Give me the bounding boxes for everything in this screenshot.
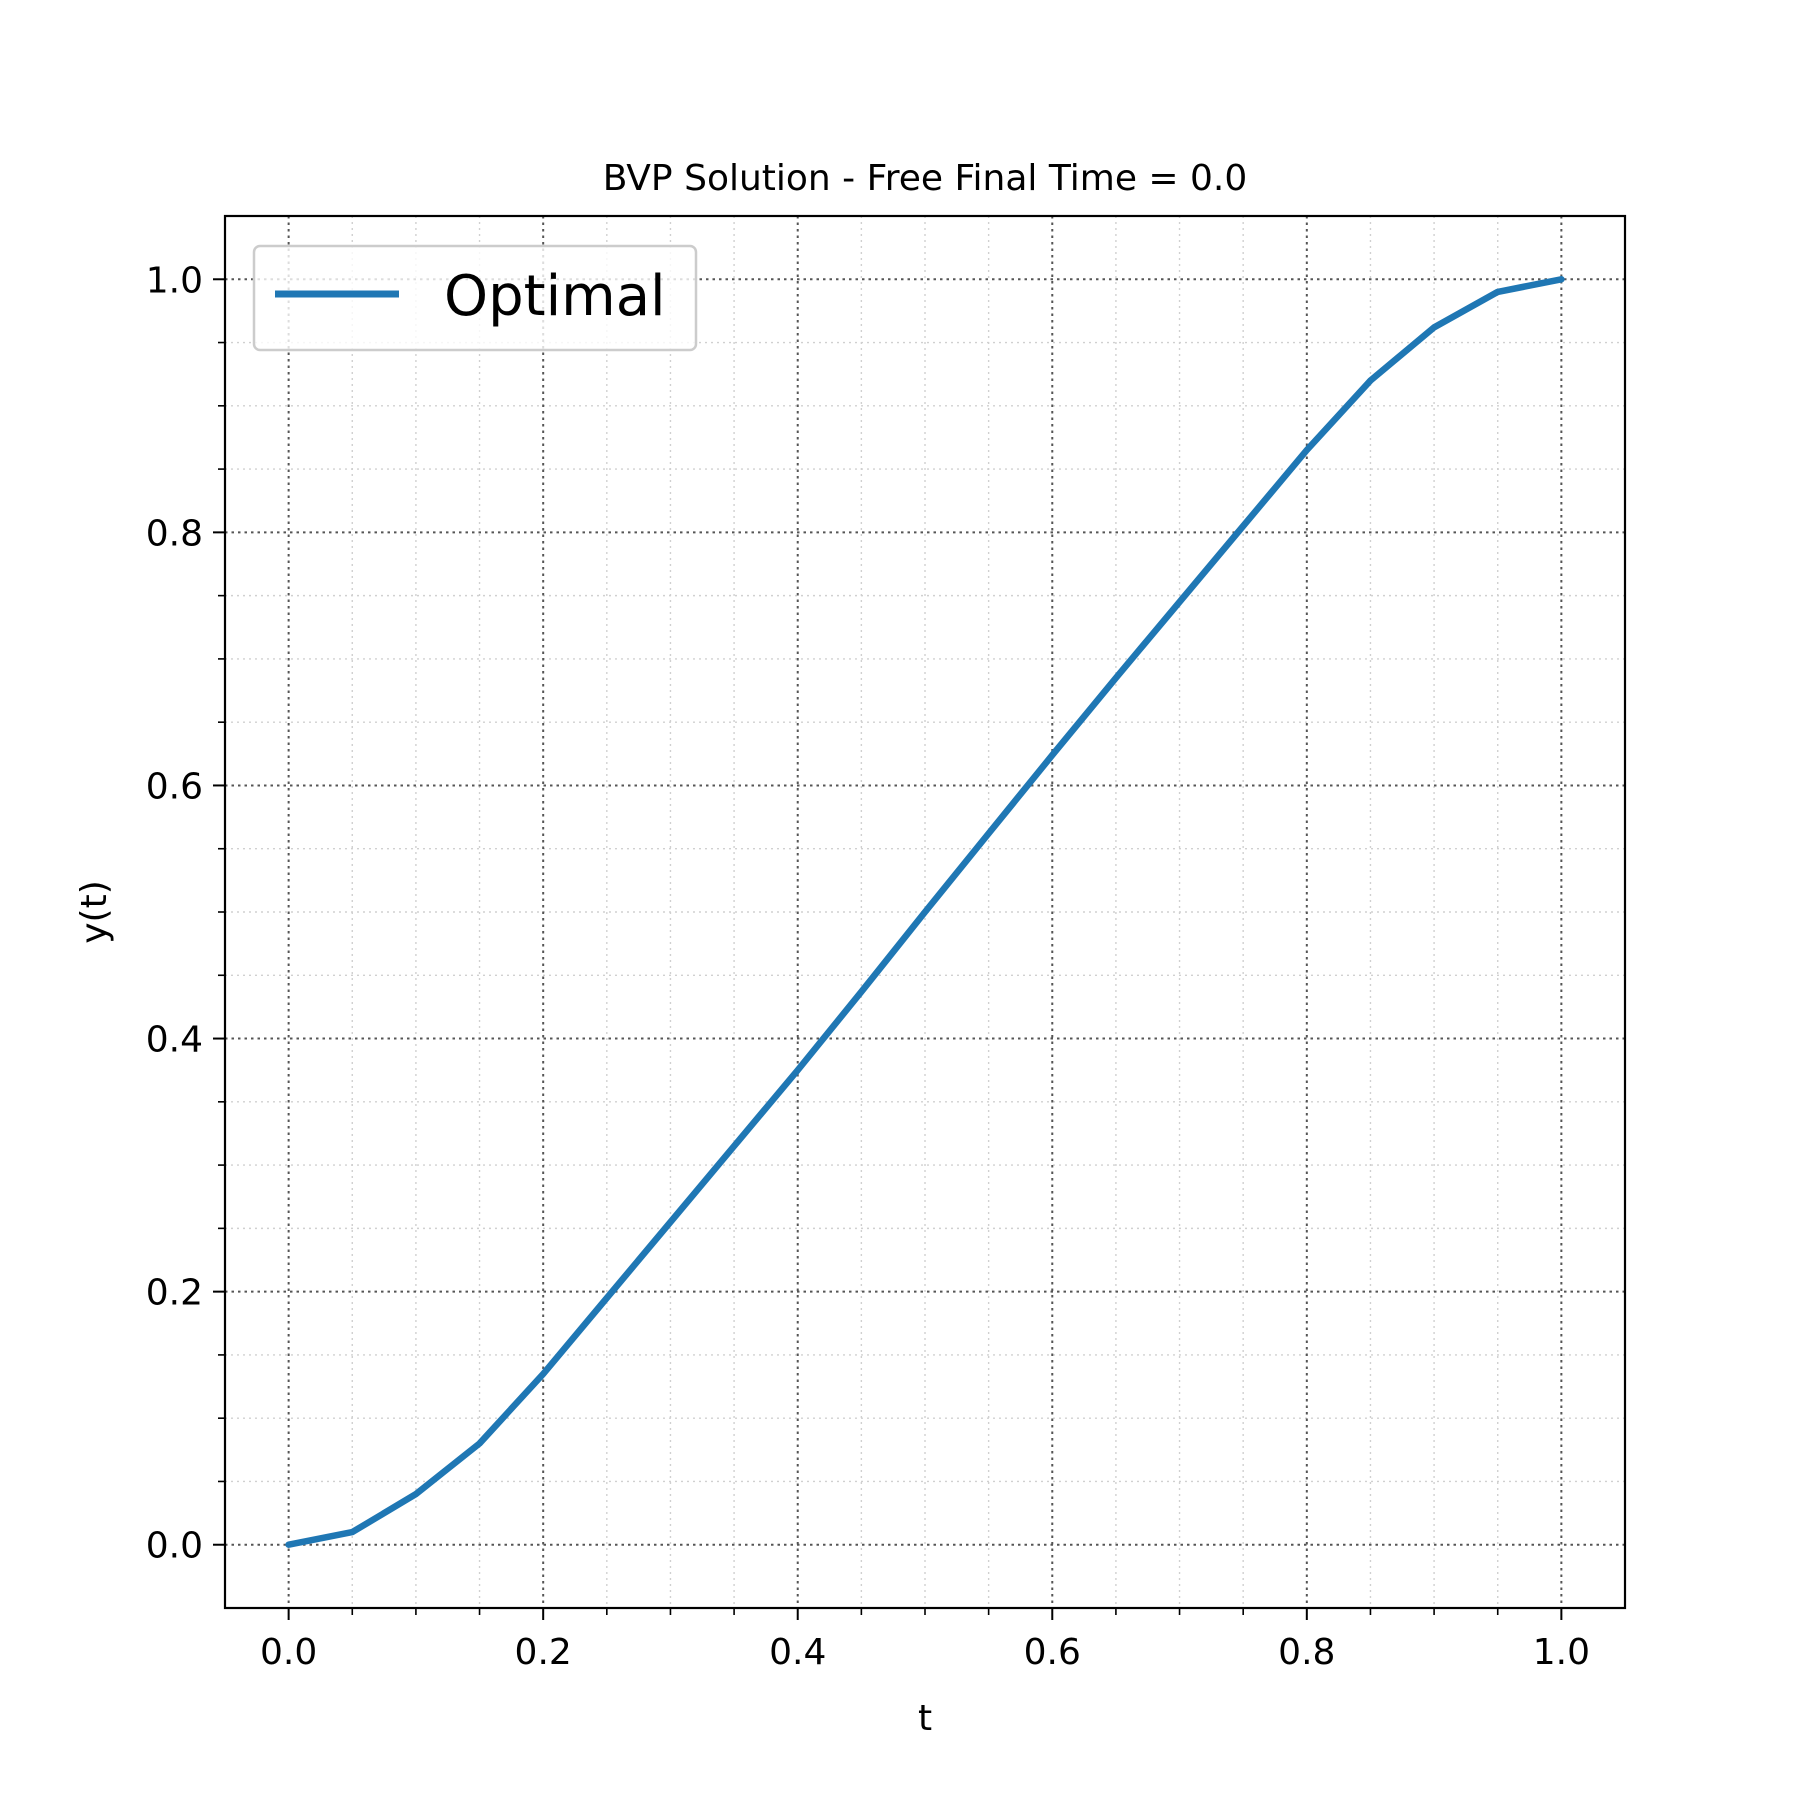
legend: Optimal: [252, 244, 698, 352]
x-axis-title: t: [918, 1698, 932, 1739]
chart-title: BVP Solution - Free Final Time = 0.0: [603, 158, 1248, 199]
series-line-optimal: [285, 276, 1565, 1548]
major-grid: [225, 216, 1625, 1608]
y-tick-label: 0.0: [146, 1526, 203, 1567]
y-axis-title: y(t): [74, 880, 115, 944]
y-tick-label: 0.4: [146, 1020, 203, 1061]
x-tick-label: 0.8: [1278, 1632, 1335, 1673]
x-tick-label: 0.2: [515, 1632, 572, 1673]
legend-label-optimal: Optimal: [444, 264, 666, 329]
x-tick-label: 1.0: [1533, 1632, 1590, 1673]
x-tick-label: 0.6: [1024, 1632, 1081, 1673]
y-tick-label: 0.2: [146, 1273, 203, 1314]
series-layer: [285, 276, 1565, 1548]
y-tick-label: 0.6: [146, 766, 203, 807]
legend-box: [252, 244, 698, 352]
x-axis-ticks: 0.0 0.2 0.4 0.6 0.8 1.0: [260, 1608, 1590, 1673]
minor-grid: [225, 216, 1625, 1608]
y-tick-label: 0.8: [146, 513, 203, 554]
y-tick-label: 1.0: [146, 260, 203, 301]
x-tick-label: 0.0: [260, 1632, 317, 1673]
x-tick-label: 0.4: [769, 1632, 826, 1673]
y-axis-ticks: 0.0 0.2 0.4 0.6 0.8 1.0: [146, 260, 225, 1567]
